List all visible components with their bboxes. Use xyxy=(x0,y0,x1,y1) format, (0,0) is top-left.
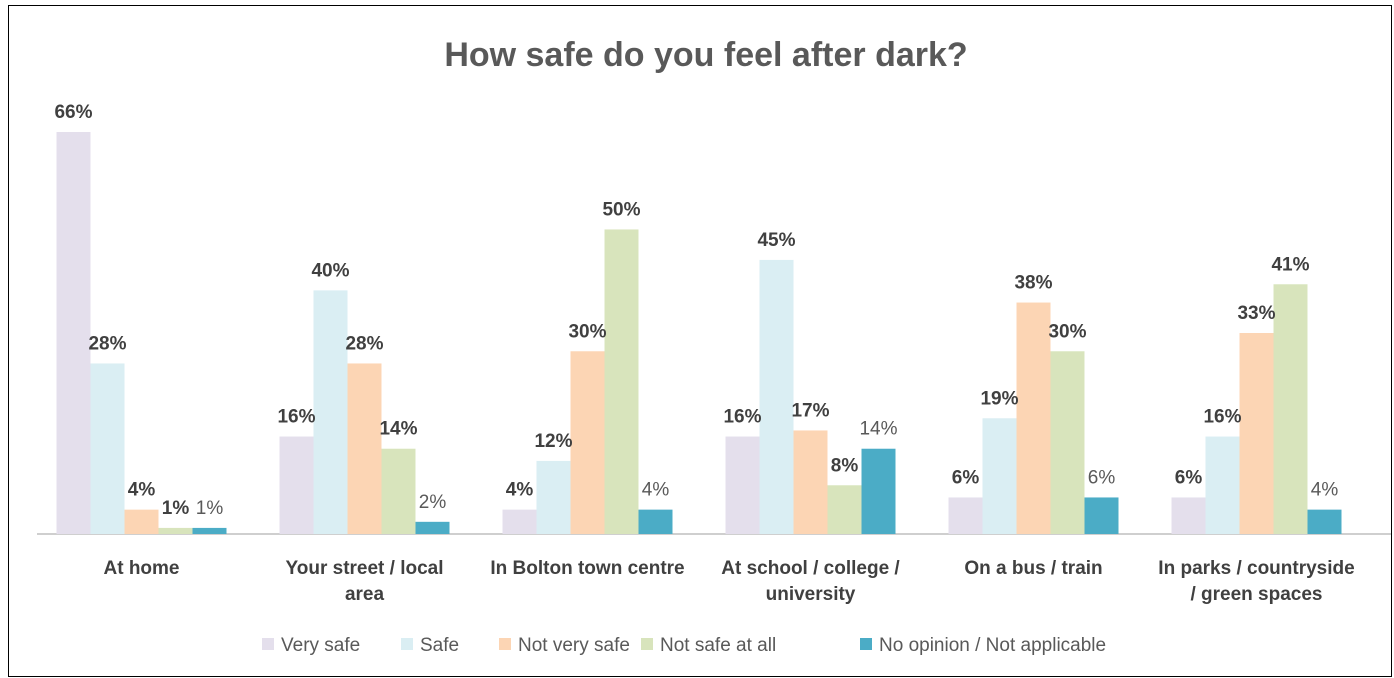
legend-swatch xyxy=(641,638,653,650)
legend-label: Safe xyxy=(420,635,459,656)
legend-item-not-very-safe: Not very safe xyxy=(499,635,630,656)
bar-very-safe-5 xyxy=(1171,497,1206,534)
bar-no-opinion-not-applicable-2 xyxy=(638,509,673,534)
bar-not-safe-at-all-2 xyxy=(604,229,639,535)
bar-very-safe-4 xyxy=(948,497,983,534)
bar-no-opinion-not-applicable-3 xyxy=(861,448,896,534)
data-label: 30% xyxy=(568,321,606,342)
chart-title: How safe do you feel after dark? xyxy=(444,36,967,74)
data-label: 17% xyxy=(791,400,829,421)
bar-safe-3 xyxy=(759,259,794,534)
category-label: In parks / countryside xyxy=(1158,558,1354,579)
data-label: 50% xyxy=(602,199,640,220)
data-label: 28% xyxy=(88,333,126,354)
legend-item-no-opinion-not-applicable: No opinion / Not applicable xyxy=(860,635,1106,656)
legend-label: Not safe at all xyxy=(660,635,776,656)
category-label: At school / college / xyxy=(721,558,900,579)
data-label: 41% xyxy=(1271,254,1309,275)
category-label: area xyxy=(345,584,385,605)
data-label: 4% xyxy=(642,480,670,501)
bar-chart: How safe do you feel after dark? 66% 28% 4… xyxy=(37,36,1391,656)
data-label: 19% xyxy=(980,388,1018,409)
data-label: 2% xyxy=(419,492,447,513)
data-label: 8% xyxy=(831,455,859,476)
data-label: 30% xyxy=(1048,321,1086,342)
legend-item-safe: Safe xyxy=(401,635,459,656)
bar-very-safe-3 xyxy=(725,436,760,534)
bar-safe-0 xyxy=(90,363,125,534)
data-label: 6% xyxy=(952,467,980,488)
bar-not-safe-at-all-3 xyxy=(827,485,862,534)
data-label: 38% xyxy=(1014,273,1052,294)
data-label: 40% xyxy=(311,260,349,281)
category-label: university xyxy=(766,584,856,605)
category-label: / green spaces xyxy=(1190,584,1322,605)
bars-group xyxy=(56,132,1342,535)
category-labels-group: At home Your street / local area In Bolton … xyxy=(104,558,1355,605)
bar-no-opinion-not-applicable-4 xyxy=(1084,497,1119,534)
legend-swatch xyxy=(499,638,511,650)
bar-not-very-safe-3 xyxy=(793,430,828,534)
data-label: 16% xyxy=(723,407,761,428)
data-label: 45% xyxy=(757,230,795,251)
bar-not-safe-at-all-1 xyxy=(381,448,416,534)
data-label: 33% xyxy=(1237,303,1275,324)
category-label: At home xyxy=(104,558,180,579)
data-label: 4% xyxy=(1311,480,1339,501)
data-label: 14% xyxy=(859,419,897,440)
bar-not-very-safe-0 xyxy=(124,509,159,534)
bar-not-safe-at-all-4 xyxy=(1050,351,1085,534)
bar-not-very-safe-2 xyxy=(570,351,605,534)
bar-not-safe-at-all-0 xyxy=(158,527,193,534)
legend-swatch xyxy=(262,638,274,650)
data-label: 6% xyxy=(1175,467,1203,488)
data-label: 1% xyxy=(196,498,224,519)
bar-safe-4 xyxy=(982,418,1017,534)
bar-no-opinion-not-applicable-1 xyxy=(415,521,450,534)
value-labels-group: 66% 28% 4% 1% 1% 16% 40% 28% 14% 2% 4% 12% 30% 50% 4% 1… xyxy=(54,102,1338,519)
legend-item-not-safe-at-all: Not safe at all xyxy=(641,635,776,656)
legend-swatch xyxy=(401,638,413,650)
data-label: 14% xyxy=(379,419,417,440)
legend-swatch xyxy=(860,638,872,650)
data-label: 28% xyxy=(345,333,383,354)
bar-not-safe-at-all-5 xyxy=(1273,284,1308,534)
bar-no-opinion-not-applicable-0 xyxy=(192,527,227,534)
bar-very-safe-0 xyxy=(56,132,91,534)
bar-not-very-safe-1 xyxy=(347,363,382,534)
data-label: 1% xyxy=(162,498,190,519)
bar-not-very-safe-5 xyxy=(1239,333,1274,534)
legend-label: Very safe xyxy=(281,635,360,656)
data-label: 6% xyxy=(1088,467,1116,488)
category-label: On a bus / train xyxy=(964,558,1102,579)
legend-label: No opinion / Not applicable xyxy=(879,635,1106,656)
data-label: 4% xyxy=(128,480,156,501)
legend: Very safe Safe Not very safe Not safe at al… xyxy=(262,635,1106,656)
bar-very-safe-1 xyxy=(279,436,314,534)
data-label: 16% xyxy=(1203,407,1241,428)
legend-item-very-safe: Very safe xyxy=(262,635,360,656)
legend-label: Not very safe xyxy=(518,635,630,656)
bar-safe-2 xyxy=(536,460,571,534)
category-label: Your street / local xyxy=(285,558,443,579)
bar-very-safe-2 xyxy=(502,509,537,534)
data-label: 12% xyxy=(534,431,572,452)
chart-frame: How safe do you feel after dark? 66% 28% 4… xyxy=(8,5,1392,677)
data-label: 16% xyxy=(277,407,315,428)
bar-no-opinion-not-applicable-5 xyxy=(1307,509,1342,534)
bar-not-very-safe-4 xyxy=(1016,302,1051,534)
category-label: In Bolton town centre xyxy=(490,558,684,579)
bar-safe-1 xyxy=(313,290,348,534)
bar-safe-5 xyxy=(1205,436,1240,534)
data-label: 66% xyxy=(54,102,92,123)
data-label: 4% xyxy=(506,480,534,501)
